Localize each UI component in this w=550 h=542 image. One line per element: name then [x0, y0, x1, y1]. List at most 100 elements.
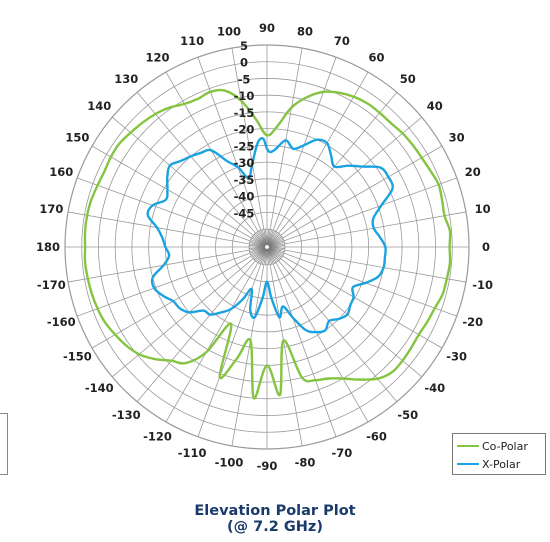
ring-tick-label: -30 [234, 156, 255, 170]
ring-tick-label: -40 [234, 190, 255, 204]
angle-tick-label: 120 [145, 50, 169, 64]
cropped-legend-box [0, 413, 8, 475]
angle-tick-label: -70 [332, 446, 353, 460]
hub-spoke [254, 234, 266, 246]
angle-tick-label: -110 [178, 446, 207, 460]
hub-spoke [249, 243, 266, 247]
angle-tick-label: 50 [400, 72, 416, 86]
angle-tick-label: 130 [114, 72, 138, 86]
grid-spoke [67, 211, 250, 245]
ring-tick-label: 0 [240, 56, 248, 70]
hub-spoke [263, 248, 267, 265]
grid-spoke [272, 57, 337, 231]
hub-spoke [249, 242, 266, 247]
hub-spoke [257, 231, 267, 246]
grid-spoke [269, 264, 303, 447]
ring-tick-label: -15 [234, 106, 255, 120]
angle-tick-label: -40 [424, 381, 445, 395]
angle-tick-label: -100 [215, 456, 244, 470]
angle-tick-label: 80 [297, 24, 313, 38]
chart-title: Elevation Polar Plot (@ 7.2 GHz) [170, 503, 380, 535]
grid-spoke [278, 260, 398, 402]
hub-spoke [268, 237, 283, 247]
grid-spoke [91, 145, 252, 239]
grid-spoke [283, 177, 457, 242]
grid-spoke [269, 47, 303, 230]
grid-spoke [165, 262, 259, 423]
grid-spoke [283, 252, 457, 317]
ring-tick-label: -5 [238, 72, 251, 86]
hub-spoke [268, 247, 285, 251]
hub-spoke [268, 247, 282, 258]
hub-spoke [249, 240, 266, 247]
hub-spoke [253, 248, 266, 259]
hub-spoke [268, 243, 285, 247]
grid-spoke [284, 249, 467, 283]
ring-tick-label: -45 [234, 206, 255, 220]
angle-tick-label: 90 [259, 21, 275, 35]
hub-spoke [268, 242, 285, 247]
hub-spoke [255, 248, 266, 261]
angle-tick-label: 20 [465, 165, 481, 179]
angle-tick-label: -120 [143, 430, 172, 444]
hub-spoke [252, 247, 266, 258]
angle-tick-label: -90 [257, 459, 278, 473]
hub-spoke [268, 233, 279, 246]
grid-spoke [278, 92, 398, 234]
polar-grid [64, 44, 470, 450]
hub-spoke [249, 245, 266, 248]
hub-spoke [268, 234, 280, 246]
grid-spoke [280, 258, 422, 378]
hub-spoke [268, 246, 285, 249]
hub-spoke [249, 247, 266, 252]
ring-tick-label: -20 [234, 123, 255, 137]
angle-tick-label: 0 [482, 240, 490, 254]
grid-spoke [197, 57, 262, 231]
grid-spoke [112, 258, 254, 378]
hub-spoke [268, 247, 285, 252]
angle-tick-label: 170 [39, 202, 63, 216]
hub-spoke [267, 248, 277, 263]
hub-spoke [249, 246, 266, 249]
chart-title-line2: (@ 7.2 GHz) [226, 519, 323, 535]
ring-tick-label: -35 [234, 173, 255, 187]
hub-spoke [267, 248, 272, 265]
legend: Co-Polar X-Polar [452, 433, 546, 475]
angle-tick-label: 70 [334, 34, 350, 48]
hub-spoke [267, 248, 274, 265]
series-copolar-line [83, 88, 452, 400]
angle-tick-label: -30 [446, 350, 467, 364]
angle-tick-label: -160 [47, 315, 76, 329]
legend-swatch-copolar [457, 444, 479, 448]
ring-tick-label: 5 [240, 39, 248, 53]
hub-spoke [268, 248, 281, 259]
hub-spoke [251, 247, 266, 257]
hub-spoke [268, 239, 284, 247]
ring-tick-label: -10 [234, 89, 255, 103]
hub-spoke [255, 233, 266, 246]
legend-item-xpolar: X-Polar [457, 456, 520, 472]
legend-swatch-xpolar [457, 462, 479, 466]
hub-spoke [267, 248, 275, 264]
chart-title-line1: Elevation Polar Plot [194, 503, 356, 519]
grid-spoke [112, 116, 254, 236]
hub-spoke [251, 237, 266, 247]
angle-tick-label: -60 [366, 430, 387, 444]
hub-spoke [256, 248, 267, 262]
angle-tick-label: 60 [368, 50, 384, 64]
hub-spoke [262, 248, 267, 265]
grid-spoke [197, 263, 262, 437]
angle-tick-label: 150 [65, 131, 89, 145]
hub-spoke [268, 247, 283, 257]
legend-item-copolar: Co-Polar [457, 438, 528, 454]
angle-tick-label: -80 [295, 456, 316, 470]
label-layer: 0102030405060708090100110120130140150160… [36, 21, 493, 473]
hub-spoke [259, 230, 267, 246]
hub-spoke [268, 245, 285, 248]
angle-tick-label: -20 [462, 315, 483, 329]
grid-spoke [67, 249, 250, 283]
hub-spoke [266, 229, 269, 246]
ring-tick-label: -25 [234, 139, 255, 153]
hub-spoke [259, 248, 267, 264]
